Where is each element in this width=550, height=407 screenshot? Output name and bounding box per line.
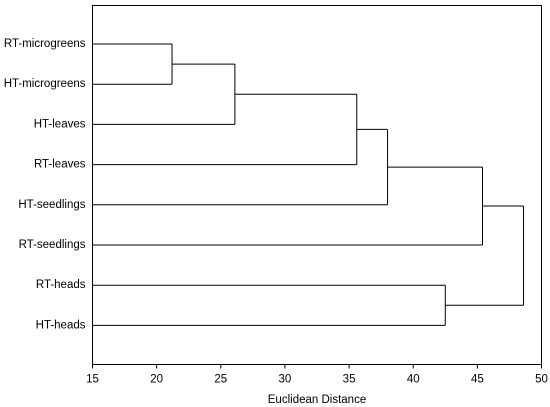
x-tick-label: 30: [279, 374, 292, 386]
x-tick-label: 40: [407, 374, 420, 386]
x-axis-title: Euclidean Distance: [268, 394, 366, 406]
x-tick-label: 45: [471, 374, 484, 386]
x-tick-label: 50: [535, 374, 548, 386]
leaf-label: HT-microgreens: [4, 78, 86, 90]
leaf-label: RT-heads: [36, 279, 86, 291]
plot-frame: [92, 5, 542, 365]
leaf-labels: RT-microgreens HT-microgreens HT-leaves RT-…: [4, 38, 86, 331]
leaf-label: HT-heads: [36, 319, 86, 331]
x-tick-label: 15: [86, 374, 99, 386]
leaf-label: RT-seedlings: [19, 239, 86, 251]
leaf-label: RT-microgreens: [4, 38, 86, 50]
x-tick-label: 25: [214, 374, 227, 386]
dendrogram-links: [92, 43, 525, 326]
x-tick-label: 35: [343, 374, 356, 386]
leaf-label: RT-leaves: [34, 159, 86, 171]
leaf-label: HT-leaves: [34, 118, 86, 130]
x-tick-label: 20: [150, 374, 163, 386]
x-axis-ticks: 15 20 25 30 35 40 45 50: [86, 364, 548, 386]
leaf-label: HT-seedlings: [18, 199, 85, 211]
